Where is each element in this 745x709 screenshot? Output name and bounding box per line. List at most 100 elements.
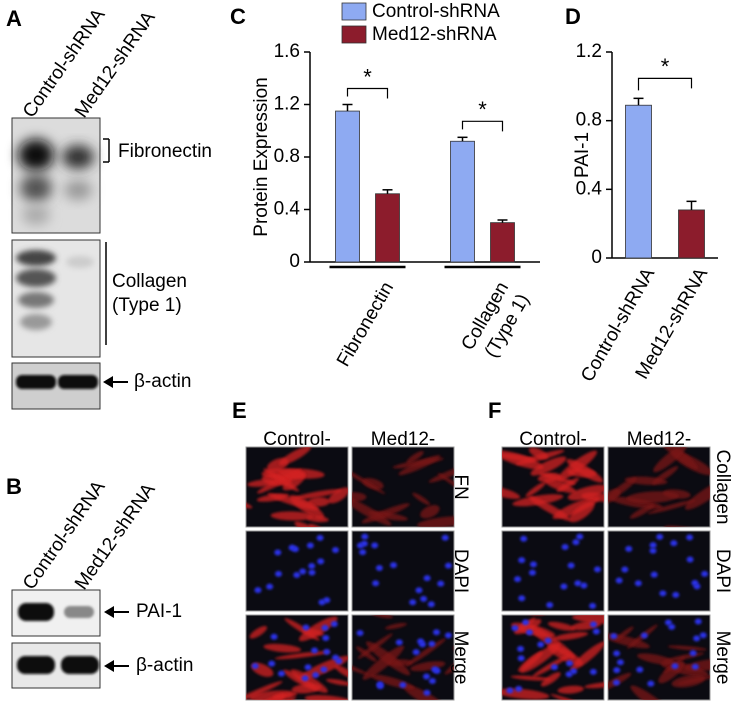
cell <box>502 450 544 470</box>
error-bar <box>686 200 697 210</box>
nucleus <box>701 570 709 577</box>
y-tick-label: 1.6 <box>274 41 300 62</box>
cell <box>537 472 561 483</box>
cell <box>263 643 302 653</box>
y-tick-label: 0 <box>289 251 300 272</box>
nucleus <box>432 629 440 636</box>
band <box>16 375 56 389</box>
nucleus <box>331 546 339 553</box>
cell <box>362 477 384 490</box>
cell <box>371 615 394 619</box>
micrograph-content <box>608 447 710 527</box>
cell <box>428 464 454 483</box>
cell <box>274 651 331 660</box>
panel-letter: F <box>488 398 501 423</box>
panel-letter: E <box>232 398 247 423</box>
nucleus <box>560 583 568 590</box>
nucleus <box>320 666 328 673</box>
nucleus <box>615 577 623 584</box>
cell <box>412 492 431 506</box>
cell <box>352 467 386 495</box>
cell <box>352 655 370 676</box>
nucleus <box>375 564 383 571</box>
nucleus <box>420 595 428 602</box>
nucleus <box>514 576 522 583</box>
arrow-head <box>104 660 114 672</box>
cell <box>671 674 706 688</box>
cell <box>567 484 604 501</box>
micrograph <box>351 614 455 701</box>
cell <box>556 477 580 492</box>
micrograph-content <box>608 618 710 700</box>
significance-bracket <box>461 120 504 132</box>
cell <box>384 622 407 630</box>
nucleus <box>574 580 582 587</box>
band <box>22 205 50 225</box>
nucleus <box>431 666 439 673</box>
band <box>16 269 56 287</box>
nucleus <box>580 582 588 589</box>
nucleus <box>699 632 707 639</box>
nucleus <box>640 632 648 639</box>
nucleus <box>304 664 312 671</box>
cell <box>572 615 604 624</box>
cell <box>325 678 348 686</box>
micrograph <box>351 530 455 612</box>
micrograph-content <box>352 451 454 527</box>
error-bar <box>342 103 353 112</box>
x-tick-label: Collagen(Type 1) <box>457 279 533 366</box>
x-tick-label: Fibronectin <box>333 279 398 371</box>
nucleus <box>419 641 427 648</box>
legend-swatch <box>341 25 367 44</box>
bar <box>335 110 360 263</box>
band <box>20 314 52 330</box>
nucleus <box>371 542 379 549</box>
nucleus <box>592 628 600 635</box>
cell <box>547 621 576 631</box>
nucleus <box>647 680 655 687</box>
nucleus <box>689 650 697 657</box>
band <box>18 603 54 621</box>
band <box>64 180 92 200</box>
legend-swatch <box>341 2 367 21</box>
micrograph-content <box>615 533 709 598</box>
nucleus <box>612 679 620 686</box>
significance-label: * <box>478 97 487 122</box>
cell <box>398 455 441 476</box>
nucleus <box>332 654 340 661</box>
band <box>17 656 55 674</box>
band <box>18 139 54 171</box>
nucleus <box>520 535 528 542</box>
row-label: DAPI <box>450 549 471 593</box>
nucleus <box>288 544 296 551</box>
cell <box>328 487 348 504</box>
nucleus <box>518 557 526 564</box>
nucleus <box>293 572 301 579</box>
nucleus <box>518 595 526 602</box>
cell <box>624 476 668 485</box>
cell <box>570 641 604 671</box>
cell <box>540 672 561 687</box>
cell <box>352 496 392 526</box>
nucleus <box>621 566 629 573</box>
cell <box>270 511 314 521</box>
nucleus <box>441 534 449 541</box>
nucleus <box>650 571 658 578</box>
arrow-head <box>103 376 113 388</box>
micrograph <box>245 614 349 701</box>
cell <box>647 499 696 514</box>
nucleus <box>529 561 537 568</box>
panel-letter: D <box>565 4 581 29</box>
band <box>62 145 94 169</box>
nucleus <box>566 660 574 667</box>
nucleus <box>299 568 307 575</box>
cell <box>247 479 278 487</box>
nucleus <box>537 641 545 648</box>
cell <box>263 468 300 492</box>
band <box>18 292 54 308</box>
nucleus <box>321 624 329 631</box>
nucleus <box>506 687 514 694</box>
error-bar <box>382 189 393 194</box>
cell <box>444 655 454 675</box>
